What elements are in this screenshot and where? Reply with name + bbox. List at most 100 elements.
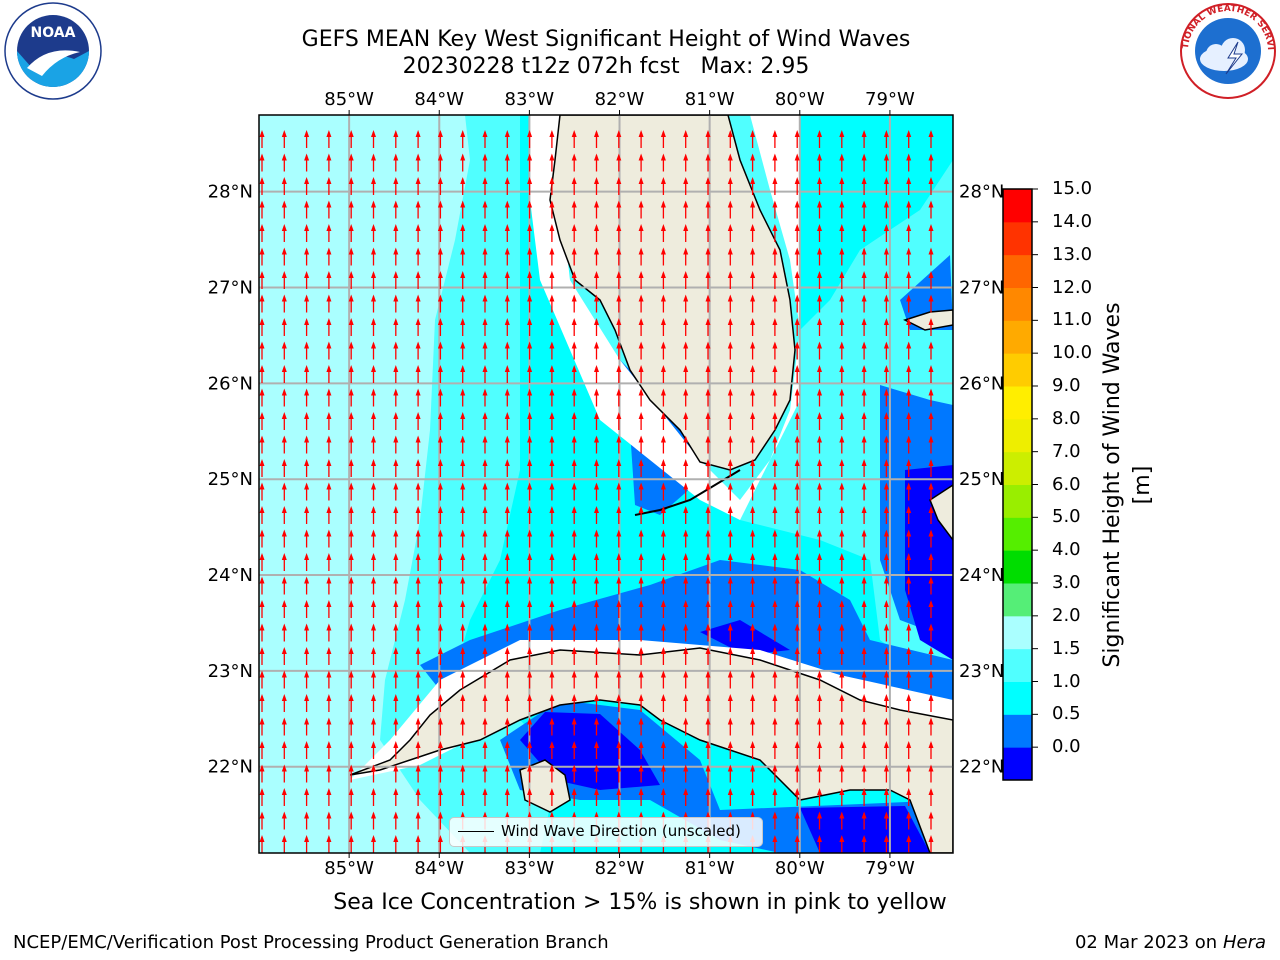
wind-arrow xyxy=(371,412,376,430)
wind-arrow xyxy=(549,482,555,501)
wind-arrow xyxy=(839,153,845,172)
wind-arrow xyxy=(883,318,889,336)
wind-arrow xyxy=(705,623,711,642)
wind-arrow xyxy=(460,318,466,336)
wind-arrow xyxy=(371,623,376,642)
wind-arrow xyxy=(928,600,934,618)
wind-arrow xyxy=(326,553,332,571)
wind-arrow xyxy=(883,482,889,501)
wind-arrow xyxy=(393,271,399,289)
wind-arrow xyxy=(660,130,666,148)
lat-tick-left-5: 23°N xyxy=(208,661,253,682)
wind-arrow xyxy=(437,600,443,618)
wind-arrow xyxy=(906,318,912,336)
wind-arrow xyxy=(817,224,822,242)
wind-arrow xyxy=(883,365,889,383)
wind-arrow xyxy=(371,130,376,148)
wind-arrow xyxy=(348,153,354,172)
wind-arrow xyxy=(504,200,510,219)
colorbar-segment-17 xyxy=(1003,189,1032,223)
wind-arrow xyxy=(594,412,599,430)
wind-arrow xyxy=(683,623,689,642)
wind-arrow xyxy=(460,153,466,172)
wind-arrow xyxy=(750,388,756,407)
wind-arrow xyxy=(594,224,599,242)
wind-arrow xyxy=(571,318,577,336)
wind-arrow xyxy=(817,412,822,430)
wind-arrow xyxy=(906,529,912,548)
wind-arrow xyxy=(281,318,287,336)
wind-arrow xyxy=(906,670,912,689)
wind-arrow xyxy=(281,647,287,665)
wind-arrow xyxy=(571,741,577,759)
wind-arrow xyxy=(772,177,778,195)
wind-arrow xyxy=(527,717,533,736)
colorbar-segment-11 xyxy=(1003,386,1032,420)
wind-arrow xyxy=(705,271,711,289)
wind-arrow xyxy=(594,294,599,313)
wind-arrow xyxy=(660,459,666,477)
colorbar-tick-14: 1.5 xyxy=(1052,637,1081,659)
wind-arrow xyxy=(571,271,577,289)
wind-arrow xyxy=(727,764,733,783)
wind-arrow xyxy=(326,506,332,524)
wind-arrow xyxy=(326,482,332,501)
wind-arrow xyxy=(683,459,689,477)
wind-arrow xyxy=(549,412,555,430)
wind-arrow xyxy=(571,294,577,313)
wind-arrow xyxy=(750,741,756,759)
wind-arrow xyxy=(660,365,666,383)
wind-arrow xyxy=(750,717,756,736)
colorbar-tick-11: 4.0 xyxy=(1052,539,1081,561)
wind-arrow xyxy=(571,764,577,783)
wind-arrow xyxy=(594,506,599,524)
wind-arrow xyxy=(259,341,265,360)
wind-arrow xyxy=(883,553,889,571)
wind-arrow xyxy=(460,670,466,689)
wind-arrow xyxy=(839,341,845,360)
wind-arrow xyxy=(772,435,778,454)
wind-arrow xyxy=(772,553,778,571)
wind-arrow xyxy=(794,788,800,806)
wind-arrow xyxy=(281,435,287,454)
wind-arrow xyxy=(326,247,332,266)
wind-arrow xyxy=(638,130,644,148)
wind-arrow xyxy=(660,788,666,806)
colorbar-segment-8 xyxy=(1003,484,1032,518)
wind-arrow xyxy=(527,318,533,336)
wind-arrow xyxy=(348,788,354,806)
wind-arrow xyxy=(571,459,577,477)
wind-arrow xyxy=(348,412,354,430)
wind-arrow xyxy=(549,647,555,665)
wind-arrow xyxy=(415,576,421,595)
wind-arrow xyxy=(437,224,443,242)
wind-arrow xyxy=(326,412,332,430)
wind-arrow xyxy=(683,177,689,195)
wind-arrow xyxy=(482,224,488,242)
wind-arrow xyxy=(326,529,332,548)
wind-arrow xyxy=(928,153,934,172)
lat-tick-right-2: 26°N xyxy=(959,373,1004,394)
wind-arrow xyxy=(794,623,800,642)
lat-tick-left-2: 26°N xyxy=(208,373,253,394)
wind-arrow xyxy=(571,200,577,219)
wind-arrow xyxy=(549,271,555,289)
wind-arrow xyxy=(727,788,733,806)
wind-arrow xyxy=(415,811,421,830)
wind-arrow xyxy=(571,670,577,689)
wind-arrow xyxy=(460,506,466,524)
wind-arrow xyxy=(794,153,800,172)
wind-arrow xyxy=(638,388,644,407)
wind-arrow xyxy=(415,130,421,148)
wind-arrow xyxy=(928,224,934,242)
wind-arrow xyxy=(705,647,711,665)
wind-arrow xyxy=(504,294,510,313)
wind-arrow xyxy=(348,694,354,712)
wind-arrow xyxy=(460,529,466,548)
wind-arrow xyxy=(683,482,689,501)
wind-arrow xyxy=(638,529,644,548)
wind-arrow xyxy=(326,388,332,407)
wind-arrow xyxy=(594,529,599,548)
wind-arrow xyxy=(906,600,912,618)
wind-arrow xyxy=(817,247,822,266)
